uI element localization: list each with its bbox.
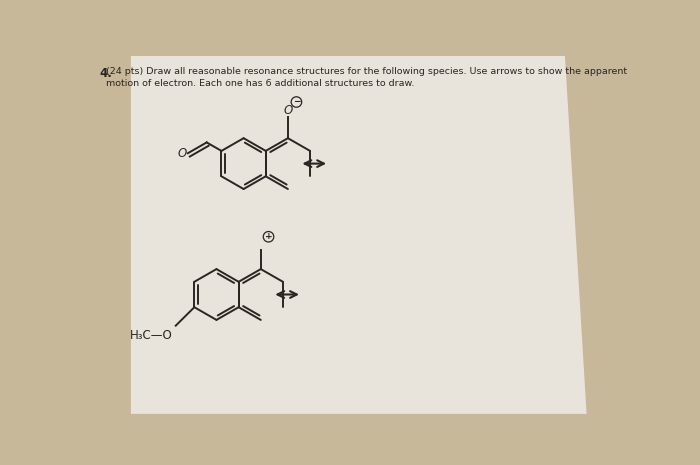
Text: O: O: [178, 146, 187, 159]
Text: +: +: [265, 232, 272, 241]
Polygon shape: [131, 56, 587, 414]
Text: O: O: [284, 104, 293, 117]
Text: (24 pts) Draw all reasonable resonance structures for the following species. Use: (24 pts) Draw all reasonable resonance s…: [106, 67, 628, 88]
Text: H₃C—O: H₃C—O: [130, 329, 172, 342]
Text: −: −: [293, 98, 300, 106]
Text: 4.: 4.: [99, 67, 113, 80]
